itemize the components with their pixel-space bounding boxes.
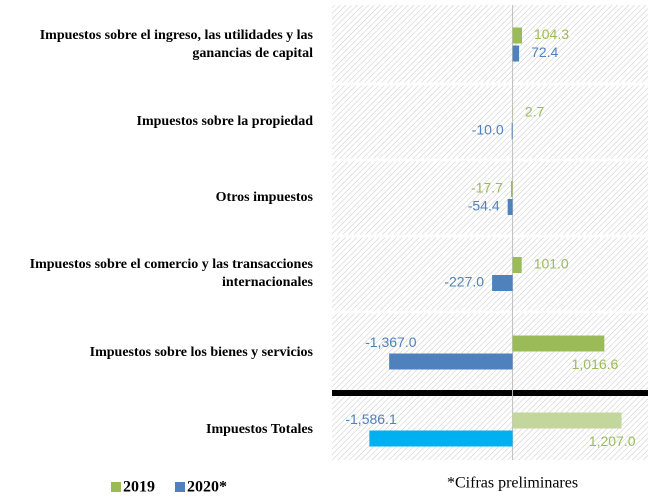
note: *Cifras preliminares: [447, 475, 578, 492]
legend-swatch: [175, 482, 185, 492]
value-label: 72.4: [531, 44, 558, 60]
value-label: -54.4: [468, 198, 500, 214]
value-label: 101.0: [534, 256, 569, 272]
legend-label: 2020*: [187, 479, 227, 496]
value-label: -1,367.0: [365, 334, 417, 350]
bar: [510, 181, 513, 197]
category-label: Impuestos sobre los bienes y servicios: [89, 344, 313, 360]
value-label: 1,207.0: [589, 433, 636, 449]
legend-label: 2019: [123, 479, 155, 496]
bar: [369, 430, 513, 447]
value-label: 2.7: [525, 104, 545, 120]
bar: [512, 45, 520, 62]
bar: [512, 335, 605, 352]
value-label: 104.3: [534, 26, 569, 42]
category-label: Impuestos Totales: [206, 421, 313, 437]
category-label: Impuestos sobre la propiedad: [136, 114, 313, 129]
bar: [512, 412, 622, 429]
category-label: Impuestos sobre el ingreso, las utilidad…: [39, 27, 313, 61]
bar: [512, 257, 522, 273]
value-label: -17.7: [471, 180, 503, 196]
bar: [389, 353, 513, 370]
value-label: -1,586.1: [345, 411, 397, 427]
bar: [511, 123, 513, 139]
category-label: Otros impuestos: [215, 190, 313, 205]
bar: [492, 275, 513, 291]
plot-area: [332, 5, 648, 460]
bar: [512, 27, 522, 44]
value-label: 1,016.6: [572, 356, 619, 372]
category-label: Impuestos sobre el comercio y las transa…: [29, 257, 313, 290]
value-label: -227.0: [444, 274, 484, 290]
bar: [507, 199, 513, 215]
value-label: -10.0: [472, 122, 504, 138]
legend-swatch: [111, 482, 121, 492]
